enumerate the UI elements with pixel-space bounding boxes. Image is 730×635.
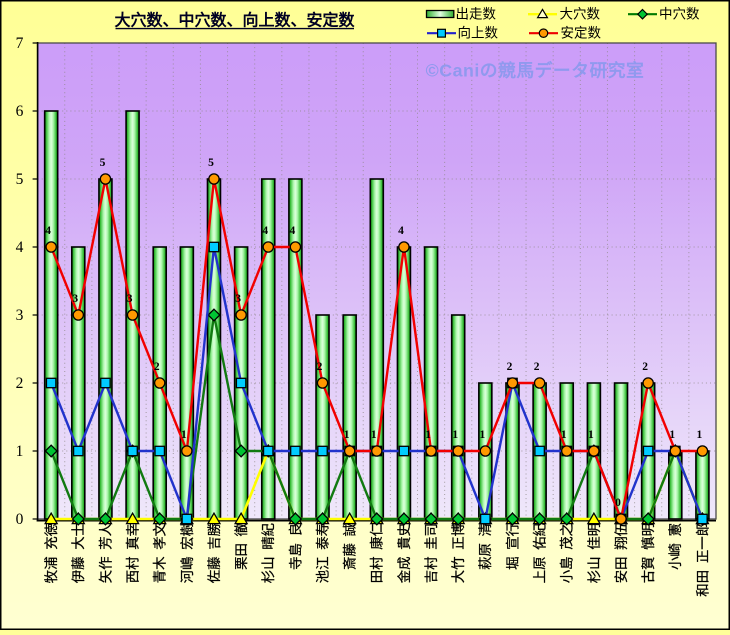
svg-text:牧浦 充徳: 牧浦 充徳 [44,522,59,583]
svg-text:金成 貴史: 金成 貴史 [397,523,412,583]
svg-text:杉山 晴紀: 杉山 晴紀 [261,523,276,583]
svg-text:1: 1 [479,429,485,441]
svg-text:7: 7 [16,35,24,52]
svg-text:1: 1 [669,429,675,441]
svg-text:4: 4 [45,225,51,237]
svg-text:2: 2 [154,361,160,373]
svg-text:3: 3 [16,307,24,324]
svg-text:上原 佑紀: 上原 佑紀 [533,523,548,583]
svg-text:西村 真幸: 西村 真幸 [125,523,140,583]
svg-text:小島 茂之: 小島 茂之 [560,523,575,583]
svg-text:0: 0 [16,511,24,528]
svg-text:1: 1 [588,429,594,441]
svg-text:栗田 徹: 栗田 徹 [234,522,249,570]
svg-text:大穴数: 大穴数 [560,7,601,22]
svg-text:0: 0 [615,497,621,509]
svg-text:出走数: 出走数 [456,7,497,22]
svg-text:6: 6 [16,103,24,120]
svg-text:吉村 圭司: 吉村 圭司 [424,523,439,583]
svg-text:青木 孝文: 青木 孝文 [153,523,168,583]
svg-text:2: 2 [534,361,540,373]
svg-text:小崎 憲: 小崎 憲 [668,523,683,570]
svg-text:2: 2 [16,375,24,392]
svg-text:1: 1 [371,429,377,441]
svg-text:古賀 慎明: 古賀 慎明 [641,523,656,583]
svg-text:1: 1 [16,443,24,460]
svg-text:1: 1 [425,429,431,441]
svg-text:5: 5 [208,157,214,169]
svg-text:1: 1 [452,429,458,441]
svg-text:萩原 清: 萩原 清 [478,523,493,570]
svg-text:2: 2 [642,361,648,373]
svg-text:3: 3 [127,293,133,305]
svg-text:©Caniの競馬データ研究室: ©Caniの競馬データ研究室 [426,59,645,80]
svg-text:伊藤 大士: 伊藤 大士 [71,523,86,583]
svg-text:1: 1 [561,429,567,441]
svg-text:2: 2 [317,361,323,373]
svg-text:1: 1 [697,429,703,441]
svg-text:斎藤 誠: 斎藤 誠 [342,523,358,570]
svg-text:佐藤 吉勝: 佐藤 吉勝 [207,522,222,583]
svg-text:向上数: 向上数 [458,26,499,41]
svg-text:河嶋 宏樹: 河嶋 宏樹 [180,523,195,583]
svg-text:大竹 正博: 大竹 正博 [451,523,466,583]
svg-text:1: 1 [181,429,187,441]
svg-text:2: 2 [507,361,513,373]
svg-text:安定数: 安定数 [561,26,602,41]
svg-text:4: 4 [398,225,404,237]
svg-text:5: 5 [16,171,24,188]
svg-text:大穴数、中穴数、向上数、安定数: 大穴数、中穴数、向上数、安定数 [114,11,355,30]
svg-text:中穴数: 中穴数 [659,7,700,22]
svg-text:田村 康仁: 田村 康仁 [369,523,385,583]
svg-text:3: 3 [235,293,241,305]
svg-text:杉山 佳明: 杉山 佳明 [587,523,602,583]
svg-text:4: 4 [262,225,268,237]
svg-text:4: 4 [290,225,296,237]
svg-text:4: 4 [16,239,24,256]
svg-text:池江 泰寿: 池江 泰寿 [314,523,330,583]
svg-text:5: 5 [100,157,106,169]
svg-text:3: 3 [72,293,78,305]
svg-text:堀 宣行: 堀 宣行 [505,523,520,570]
svg-text:1: 1 [344,429,350,441]
svg-text:矢作 芳人: 矢作 芳人 [98,523,113,583]
svg-text:安田 翔伍: 安田 翔伍 [614,523,629,583]
svg-text:和田 正一郎: 和田 正一郎 [695,523,710,597]
svg-text:寺島 良: 寺島 良 [288,523,303,570]
